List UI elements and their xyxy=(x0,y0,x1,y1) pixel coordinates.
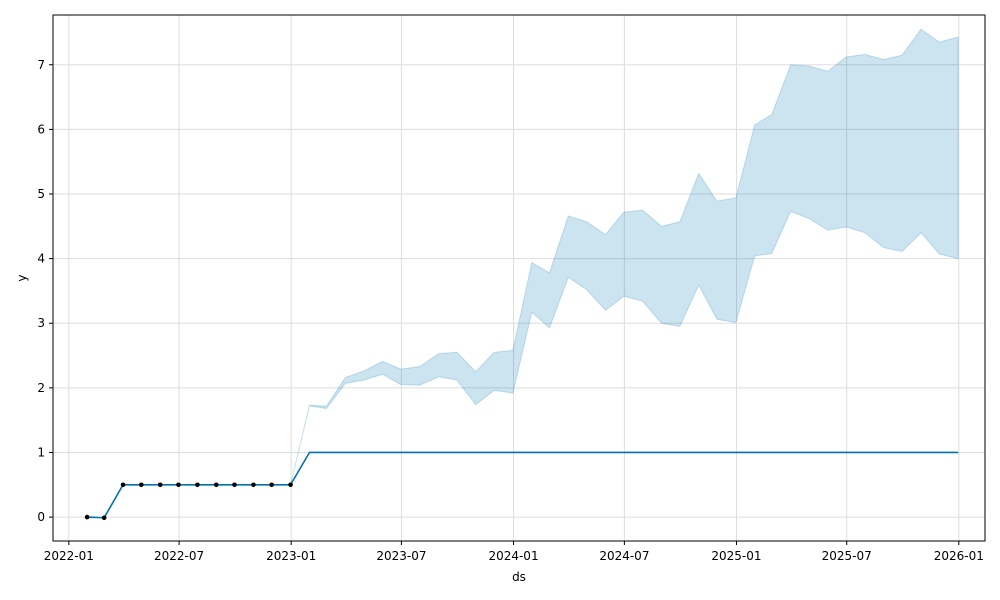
y-tick-label: 4 xyxy=(37,252,45,266)
observed-point xyxy=(269,482,274,488)
observed-point xyxy=(195,482,200,488)
observed-point xyxy=(288,482,293,488)
x-tick-label: 2023-07 xyxy=(376,549,426,563)
axis-layer: 2022-01 2022-07 2023-01 2023-07 2024-01 2024-… xyxy=(37,14,986,563)
observed-point xyxy=(157,482,163,488)
x-tick-label: 2026-01 xyxy=(934,549,984,563)
x-axis-label: ds xyxy=(512,570,526,584)
y-tick-label: 7 xyxy=(37,58,45,72)
observed-point xyxy=(84,514,90,520)
uncertainty-band xyxy=(87,28,959,519)
y-tick-label: 2 xyxy=(37,381,45,395)
observed-points-layer xyxy=(84,482,293,521)
y-tick-label: 6 xyxy=(37,122,45,136)
observed-point xyxy=(139,482,144,488)
observed-point xyxy=(251,482,256,488)
x-tick-label: 2023-01 xyxy=(266,549,316,563)
x-tick-label: 2024-01 xyxy=(488,549,538,563)
grid-layer xyxy=(53,15,985,541)
observed-point xyxy=(176,482,181,488)
observed-point xyxy=(120,482,126,488)
x-tick-label: 2022-01 xyxy=(44,549,94,563)
observed-point xyxy=(213,482,219,488)
observed-point xyxy=(101,515,107,521)
observed-point xyxy=(232,482,237,488)
y-tick-label: 1 xyxy=(37,445,45,459)
x-tick-label: 2025-01 xyxy=(711,549,761,563)
x-tick-label: 2022-07 xyxy=(154,549,204,563)
y-tick-label: 0 xyxy=(37,510,45,524)
y-tick-label: 3 xyxy=(37,316,45,330)
plot-frame xyxy=(52,14,986,542)
x-tick-label: 2024-07 xyxy=(599,549,649,563)
y-tick-label: 5 xyxy=(37,187,45,201)
x-tick-label: 2025-07 xyxy=(822,549,872,563)
interval-band-layer xyxy=(87,28,959,519)
y-axis-label: y xyxy=(15,274,29,281)
